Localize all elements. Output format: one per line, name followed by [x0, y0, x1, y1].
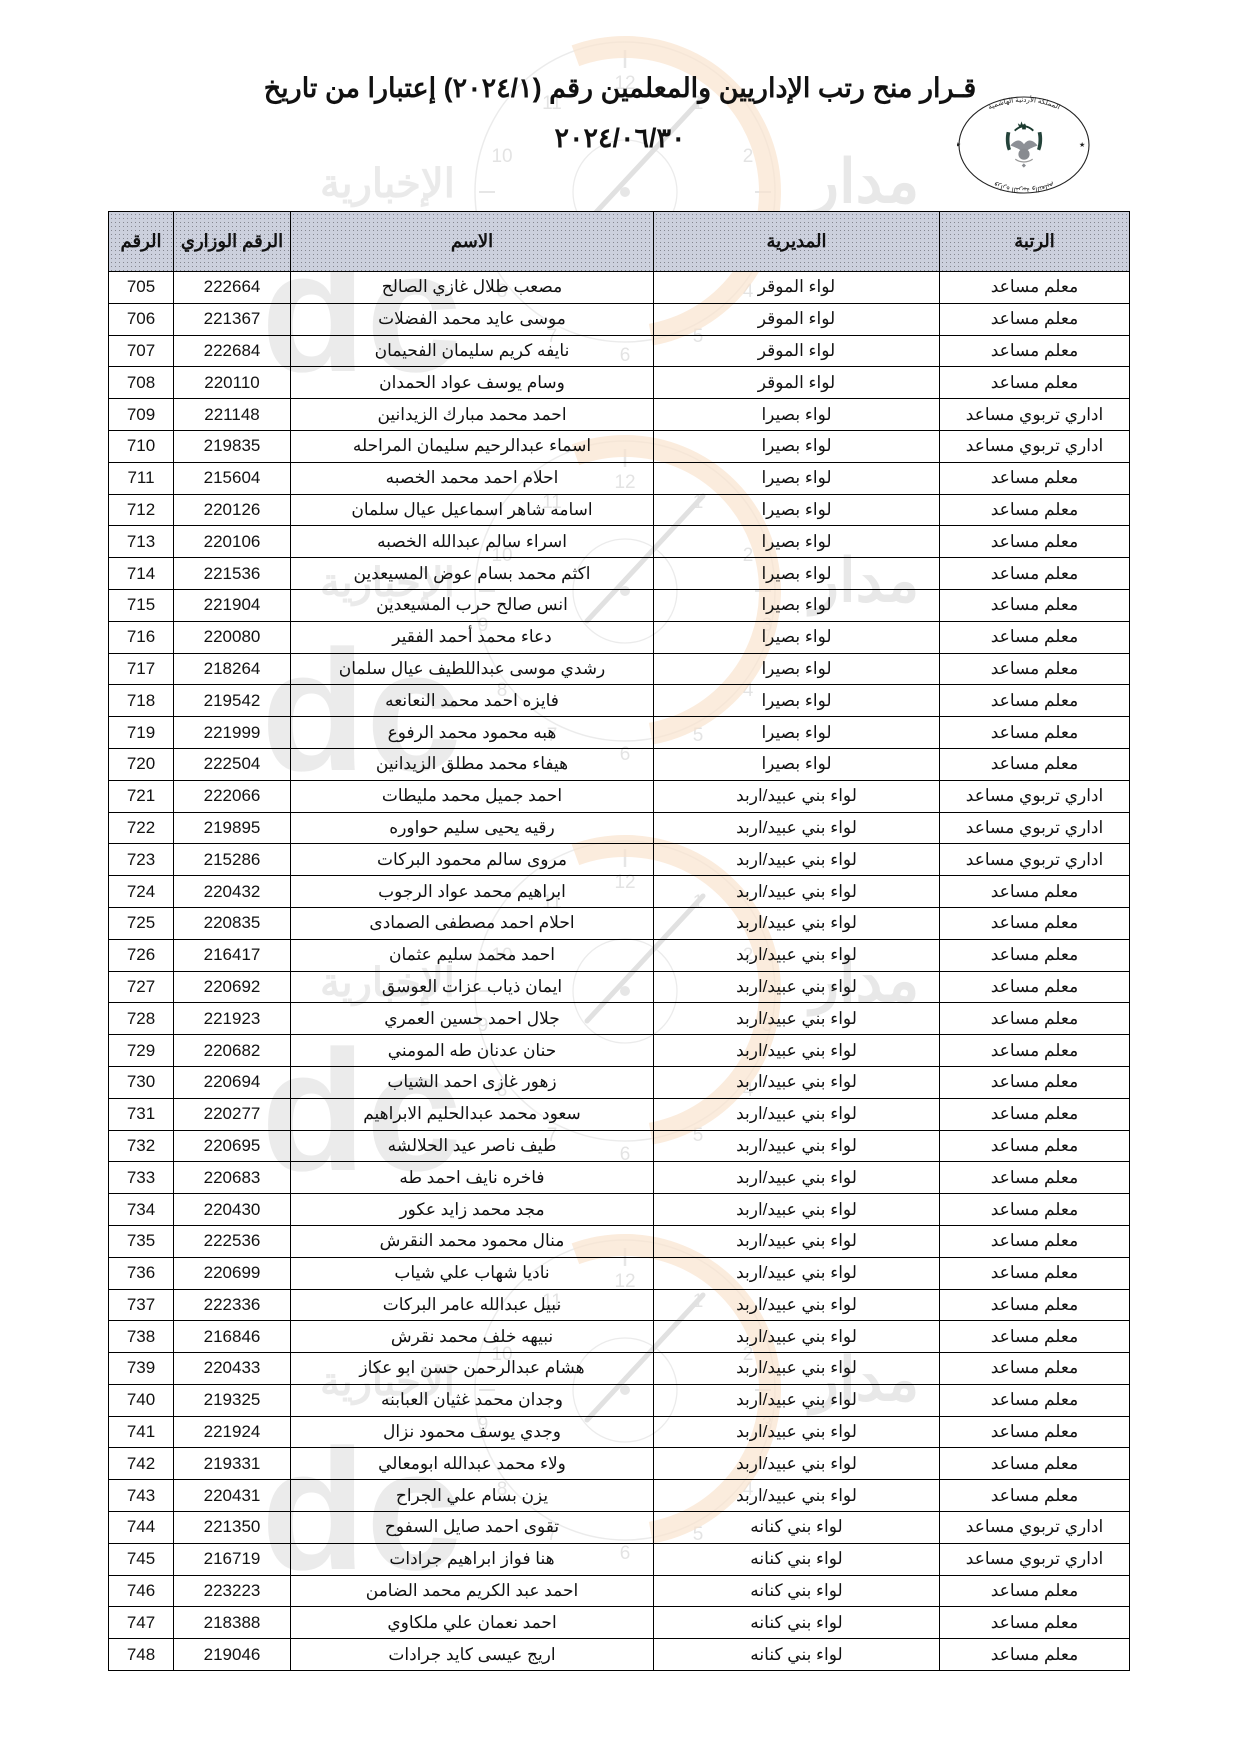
svg-text:وزارة التربية والتعليم: وزارة التربية والتعليم — [993, 181, 1055, 194]
svg-text:★: ★ — [1079, 141, 1085, 149]
svg-text:★: ★ — [957, 141, 961, 149]
svg-text:المملكة الأردنية الهاشمية: المملكة الأردنية الهاشمية — [987, 95, 1061, 111]
svg-text:الإخبارية: الإخبارية — [320, 162, 455, 208]
